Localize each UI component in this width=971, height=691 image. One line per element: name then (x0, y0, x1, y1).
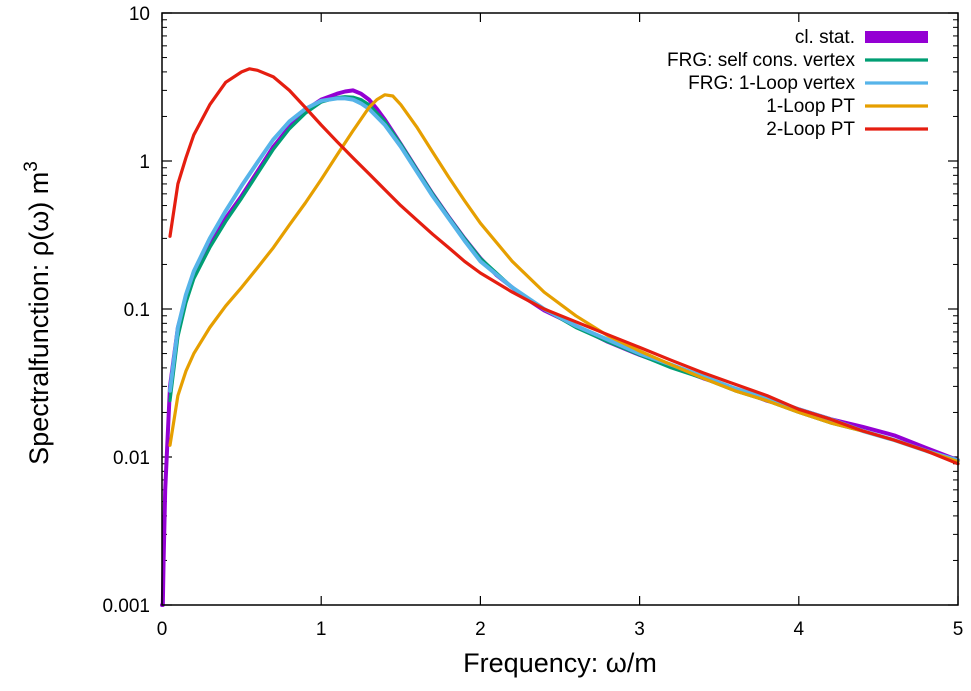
legend-label: 2-Loop PT (766, 119, 855, 140)
plot-lines (160, 67, 960, 607)
plot-frame (161, 12, 959, 606)
legend-label: 1-Loop PT (766, 96, 855, 117)
x-tick-label: 1 (316, 619, 327, 640)
y-tick-label: 10 (129, 4, 150, 25)
y-tick-label: 0.001 (102, 596, 150, 617)
y-axis-title-exponent: 3 (21, 161, 42, 172)
x-tick-label: 3 (634, 619, 645, 640)
y-axis-title-main: Spectralfunction: ρ(ω) m (24, 172, 54, 465)
x-tick-label: 5 (953, 619, 964, 640)
y-axis-title: Spectralfunction: ρ(ω) m3 (21, 161, 54, 465)
y-tick-label: 1 (139, 152, 150, 173)
legend-label: FRG: self cons. vertex (667, 50, 855, 71)
x-tick-label: 4 (794, 619, 805, 640)
legend-label: FRG: 1-Loop vertex (688, 73, 855, 94)
y-tick-label: 0.01 (113, 448, 150, 469)
series-line-3 (168, 93, 960, 464)
y-tick-label: 0.1 (124, 300, 150, 321)
x-tick-label: 2 (475, 619, 486, 640)
x-tick-label: 0 (157, 619, 168, 640)
legend-label: cl. stat. (795, 27, 855, 48)
legend-swatch (865, 31, 928, 43)
tick-labels: 0 1 2 3 4 5 0.001 0.01 0.1 1 10 (102, 4, 963, 640)
x-axis-title: Frequency: ω/m (463, 648, 657, 678)
series-line-4 (168, 67, 960, 466)
series-line-2 (168, 96, 960, 463)
